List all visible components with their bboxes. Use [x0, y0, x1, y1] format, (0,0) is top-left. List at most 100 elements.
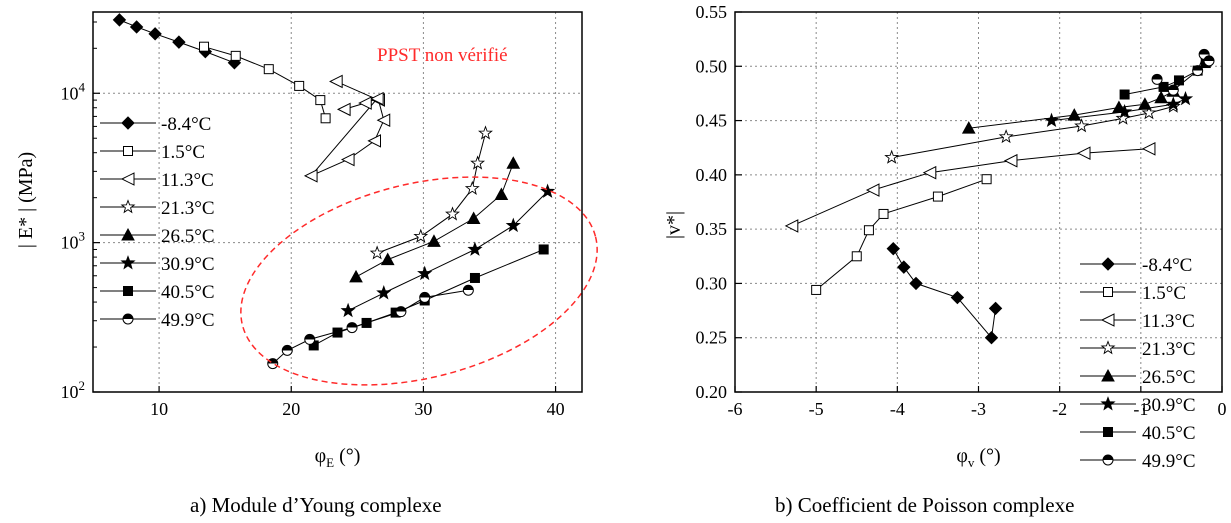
legend-label: 1.5°C	[161, 142, 205, 163]
data-point	[984, 331, 999, 345]
series-line	[791, 148, 1150, 227]
x-tick-label: -3	[971, 399, 986, 419]
data-point	[294, 80, 305, 91]
data-point	[1151, 73, 1163, 85]
legend-label: 30.9°C	[1142, 395, 1196, 416]
data-point	[395, 306, 407, 318]
data-point	[1074, 118, 1090, 133]
x-tick-label: -5	[809, 399, 824, 419]
data-point	[922, 165, 937, 180]
legend-label: 1.5°C	[1142, 283, 1186, 304]
data-point	[961, 121, 976, 134]
y-tick-label: 102	[61, 378, 86, 402]
data-point	[540, 183, 556, 198]
series-line	[892, 248, 996, 339]
data-point	[172, 35, 186, 49]
series-line	[1051, 98, 1186, 122]
series-6	[340, 183, 556, 318]
data-point	[897, 260, 911, 274]
legend-label: 26.5°C	[161, 226, 215, 247]
plot-frame	[92, 11, 583, 393]
data-point	[263, 64, 274, 75]
data-point	[462, 284, 474, 296]
data-point	[886, 241, 900, 256]
series-group	[112, 13, 556, 370]
annotation-ppst: PPST non vérifié	[377, 45, 508, 66]
y-tick-label: 0.50	[696, 56, 728, 76]
series-line	[347, 191, 548, 312]
data-point	[413, 228, 429, 243]
data-point	[1003, 153, 1018, 168]
data-point	[315, 95, 326, 106]
data-point	[851, 251, 862, 262]
legend-label: 21.3°C	[161, 198, 215, 219]
x-tick-label: -1	[1133, 399, 1148, 419]
legend-marker	[1103, 427, 1113, 437]
x-tick-label: 10	[150, 399, 168, 419]
caption-left: a) Module d’Young complexe	[190, 493, 442, 517]
data-point	[349, 269, 363, 283]
y-tick-label: 0.35	[696, 219, 728, 239]
data-point	[230, 50, 241, 61]
data-point	[932, 191, 943, 202]
data-point	[988, 301, 1003, 316]
data-point	[281, 344, 293, 356]
data-point	[1044, 112, 1060, 127]
data-point	[1141, 105, 1157, 120]
data-point	[1192, 65, 1204, 77]
data-point	[304, 333, 316, 345]
legend-label: 11.3°C	[161, 170, 214, 191]
data-point	[811, 284, 822, 295]
legend-marker	[122, 313, 134, 325]
data-point	[148, 27, 162, 41]
data-point	[863, 225, 874, 236]
x-tick-label: -4	[890, 399, 905, 419]
y-tick-label: 0.30	[696, 273, 728, 293]
data-point	[129, 20, 144, 34]
y-tick-label: 0.55	[696, 2, 728, 22]
data-point	[1203, 55, 1215, 67]
grid	[734, 12, 1223, 392]
legend-label: -8.4°C	[161, 114, 211, 135]
legend-marker	[1100, 313, 1115, 327]
data-point	[1177, 90, 1194, 106]
x-tick-label: -6	[728, 399, 743, 419]
legend-marker	[1100, 340, 1116, 355]
legend-label: 49.9°C	[1142, 451, 1196, 472]
data-point	[112, 13, 127, 27]
data-point	[445, 206, 460, 221]
data-point	[998, 129, 1014, 144]
chart-poisson-ratio: -6 -5 -4 -3 -2 -1 0 0.20 0.25 0.30 0.35 0.40 0.45 0.5…	[663, 2, 1227, 472]
data-point	[884, 149, 900, 164]
data-point	[469, 272, 480, 283]
data-point	[380, 252, 395, 266]
x-axis-label: φE (°)	[315, 445, 361, 470]
data-point	[950, 290, 965, 305]
legend-label: 26.5°C	[1142, 367, 1196, 388]
data-point	[1167, 84, 1179, 96]
data-point	[478, 125, 493, 140]
y-axis-label: |v*|	[663, 211, 685, 239]
y-tick-label: 0.40	[696, 165, 728, 185]
legend-label: 49.9°C	[161, 310, 215, 331]
data-point	[909, 276, 923, 291]
series-8	[267, 284, 474, 370]
legend-marker	[1101, 257, 1115, 271]
data-point	[358, 96, 372, 110]
data-point	[329, 74, 343, 89]
series-5	[349, 156, 521, 283]
data-point	[340, 152, 355, 167]
caption-right: b) Coefficient de Poisson complexe	[775, 493, 1074, 517]
data-point	[981, 174, 992, 185]
legend-marker	[120, 255, 136, 270]
data-point	[1119, 89, 1130, 100]
data-point	[370, 91, 384, 106]
legend-marker	[121, 227, 135, 241]
data-point	[466, 211, 481, 225]
plot-frame	[734, 11, 1223, 393]
series-2	[811, 174, 992, 295]
chart-young-modulus: 10 20 30 40 102 103 104 -8.4°C 1.5°C 11.3°C 21.3°C…	[15, 11, 598, 470]
legend-marker	[120, 199, 136, 214]
legend-marker	[1102, 454, 1114, 466]
